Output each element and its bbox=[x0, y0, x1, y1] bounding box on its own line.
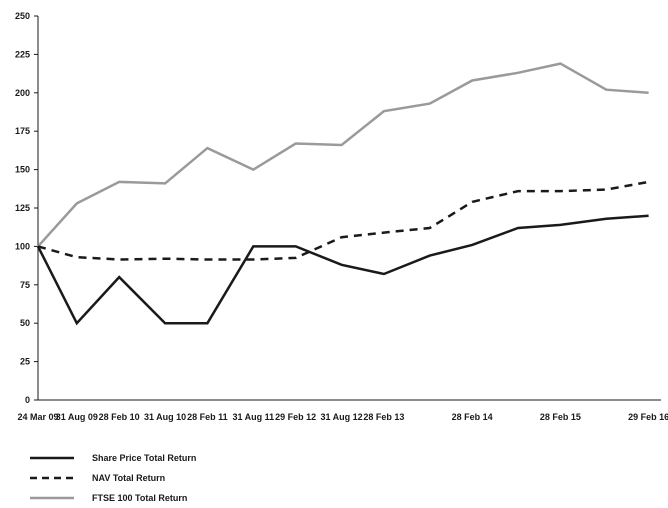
y-tick-label: 75 bbox=[20, 280, 30, 290]
series-line-2 bbox=[37, 62, 649, 248]
y-tick-label: 100 bbox=[15, 241, 30, 251]
y-tick-label: 225 bbox=[15, 49, 30, 59]
y-tick-label: 0 bbox=[25, 395, 30, 405]
y-tick-label: 200 bbox=[15, 88, 30, 98]
y-tick-label: 150 bbox=[15, 165, 30, 175]
x-tick-label: 28 Feb 10 bbox=[99, 412, 140, 422]
legend-label-share-price: Share Price Total Return bbox=[92, 453, 197, 463]
x-tick-label: 29 Feb 12 bbox=[275, 412, 316, 422]
legend-swatch-ftse bbox=[30, 496, 74, 500]
x-tick-label: 24 Mar 09 bbox=[17, 412, 58, 422]
legend-item-ftse: FTSE 100 Total Return bbox=[30, 488, 196, 508]
legend-label-ftse: FTSE 100 Total Return bbox=[92, 493, 188, 503]
x-tick-label: 31 Aug 12 bbox=[320, 412, 362, 422]
legend-swatch-nav bbox=[30, 476, 74, 480]
x-tick-label: 29 Feb 16 bbox=[628, 412, 668, 422]
series-lines bbox=[36, 62, 649, 326]
x-tick-label: 31 Aug 09 bbox=[56, 412, 98, 422]
x-tick-label: 28 Feb 11 bbox=[187, 412, 228, 422]
y-tick-label: 50 bbox=[20, 318, 30, 328]
x-tick-label: 28 Feb 13 bbox=[363, 412, 404, 422]
series-line-1 bbox=[37, 180, 649, 261]
legend-swatch-share-price bbox=[30, 456, 74, 460]
y-tick-label: 125 bbox=[15, 203, 30, 213]
legend-item-nav: NAV Total Return bbox=[30, 468, 196, 488]
x-tick-label: 31 Aug 10 bbox=[144, 412, 186, 422]
y-tick-label: 175 bbox=[15, 126, 30, 136]
legend-label-nav: NAV Total Return bbox=[92, 473, 166, 483]
y-axis-ticks: 0 25 50 75 100 125 150 175 200 225 250 bbox=[15, 11, 38, 405]
y-tick-label: 250 bbox=[15, 11, 30, 21]
legend-item-share-price: Share Price Total Return bbox=[30, 448, 196, 468]
x-tick-label: 31 Aug 11 bbox=[232, 412, 274, 422]
y-tick-label: 25 bbox=[20, 357, 30, 367]
legend: Share Price Total Return NAV Total Retur… bbox=[30, 448, 196, 508]
series-line-0 bbox=[36, 214, 649, 326]
x-tick-label: 28 Feb 14 bbox=[452, 412, 493, 422]
x-tick-label: 28 Feb 15 bbox=[540, 412, 581, 422]
chart-axes bbox=[37, 16, 661, 401]
